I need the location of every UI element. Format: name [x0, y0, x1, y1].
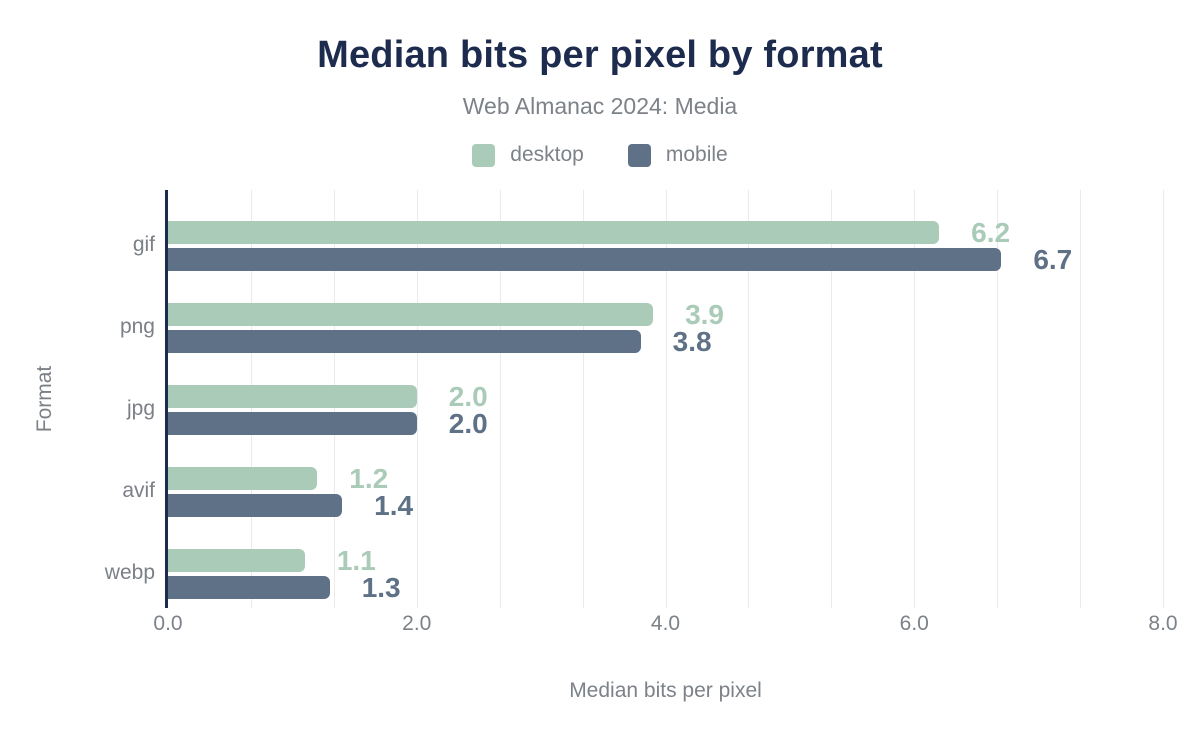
gridline: [416, 190, 418, 608]
legend-label-mobile: mobile: [665, 143, 728, 166]
x-tick-label-6.0: 6.0: [899, 612, 929, 635]
bar-mobile-png: [168, 330, 641, 353]
category-label-avif: avif: [122, 479, 155, 502]
bar-desktop-png: [168, 303, 654, 326]
gridline: [582, 190, 584, 608]
value-label-mobile-jpg: 2.0: [448, 407, 488, 439]
y-axis-line: [165, 190, 168, 608]
gridline: [997, 190, 999, 608]
category-label-gif: gif: [132, 233, 155, 256]
gridline: [1163, 190, 1164, 608]
gridline: [665, 190, 667, 608]
gridline: [499, 190, 501, 608]
legend-swatch-desktop-icon: [472, 143, 496, 167]
value-label-mobile-webp: 1.3: [361, 571, 401, 603]
bar-desktop-webp: [168, 549, 305, 572]
bar-desktop-jpg: [168, 385, 417, 408]
bar-mobile-jpg: [168, 412, 417, 435]
legend: desktop mobile: [0, 143, 1200, 167]
value-label-desktop-webp: 1.1: [336, 544, 376, 576]
value-label-desktop-png: 3.9: [685, 298, 724, 330]
gridline: [1080, 190, 1082, 608]
value-label-desktop-jpg: 2.0: [448, 380, 488, 412]
legend-item-desktop: desktop: [472, 143, 584, 167]
gridline: [748, 190, 750, 608]
x-axis-title: Median bits per pixel: [569, 679, 762, 702]
y-axis-title: Format: [33, 365, 56, 433]
plot-area: 6.2 6.7 3.9 3.8 2.0 2.0 1.2 1.4 1.1 1.3: [165, 190, 1164, 608]
x-tick-label-0.0: 0.0: [153, 612, 183, 635]
bar-mobile-webp: [168, 576, 330, 599]
chart-title: Median bits per pixel by format: [317, 34, 883, 76]
bar-desktop-avif: [168, 467, 318, 490]
category-label-webp: webp: [104, 561, 155, 584]
chart-subtitle: Web Almanac 2024: Media: [462, 93, 738, 119]
value-label-mobile-avif: 1.4: [374, 489, 414, 521]
bar-mobile-gif: [168, 248, 1002, 271]
value-label-desktop-gif: 6.2: [971, 216, 1011, 248]
value-label-mobile-gif: 6.7: [1033, 243, 1073, 275]
category-label-jpg: jpg: [126, 397, 155, 420]
category-label-png: png: [119, 315, 155, 338]
value-label-mobile-png: 3.8: [672, 325, 712, 357]
legend-swatch-mobile-icon: [627, 143, 651, 167]
value-label-desktop-avif: 1.2: [349, 462, 389, 494]
x-tick-label-8.0: 8.0: [1148, 612, 1178, 635]
x-tick-label-4.0: 4.0: [650, 612, 681, 635]
legend-label-desktop: desktop: [510, 143, 584, 166]
bar-mobile-avif: [168, 494, 343, 517]
gridline: [914, 190, 916, 608]
bar-desktop-gif: [168, 221, 940, 244]
legend-item-mobile: mobile: [627, 143, 728, 167]
gridline: [831, 190, 833, 608]
x-tick-label-2.0: 2.0: [402, 612, 432, 635]
